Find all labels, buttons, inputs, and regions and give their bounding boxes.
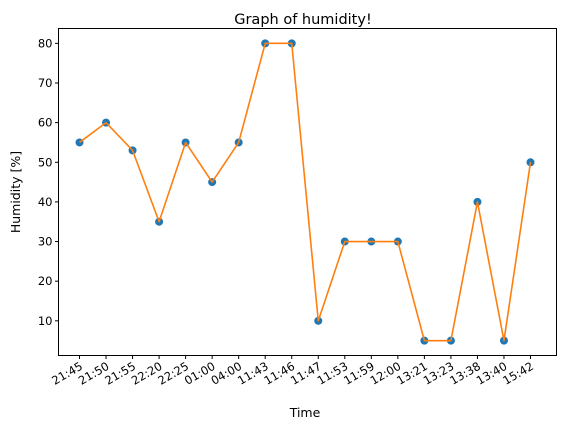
y-tick-label: 30	[38, 235, 53, 249]
y-axis: 10 20 30 40 50 60 70 80	[38, 36, 59, 328]
x-axis-title: Time	[289, 405, 321, 420]
y-tick-label: 10	[38, 314, 53, 328]
series-line	[79, 42, 532, 342]
series-layer	[75, 39, 535, 345]
y-tick-label: 20	[38, 274, 53, 288]
plot-area	[58, 28, 557, 356]
y-tick-label: 80	[38, 36, 53, 50]
y-axis-title: Humidity [%]	[8, 151, 23, 233]
y-tick-label: 40	[38, 195, 53, 209]
x-axis: 21:4521:5021:5522:2022:2501:0004:0011:43…	[49, 355, 536, 388]
y-tick-label: 60	[38, 116, 53, 130]
chart-title: Graph of humidity!	[234, 12, 372, 28]
x-tick-label: 15:42	[500, 359, 536, 388]
y-tick-label: 70	[38, 76, 53, 90]
y-tick-label: 50	[38, 155, 53, 169]
